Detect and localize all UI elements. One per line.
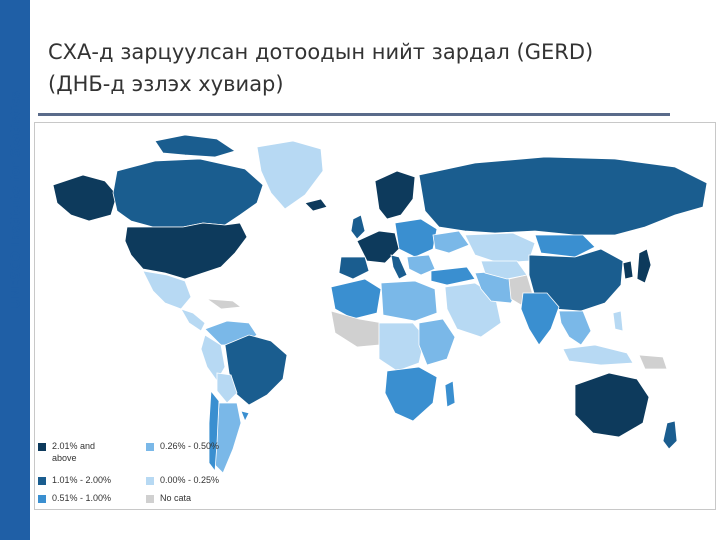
legend-item-tier3: 0.51% - 1.00%	[38, 492, 122, 504]
title-divider	[38, 113, 670, 116]
legend-item-tier2: 1.01% - 2.00%	[38, 474, 122, 486]
legend-swatch	[146, 477, 154, 485]
region-north-africa-east	[380, 280, 438, 322]
region-greenland	[256, 140, 324, 210]
region-australia	[574, 372, 650, 438]
page-title: СХА-д зарцуулсан дотоодын нийт зардал (G…	[48, 36, 698, 100]
region-uk	[350, 214, 366, 240]
world-map	[34, 122, 716, 510]
region-eastern-europe	[394, 218, 438, 258]
region-alaska	[52, 174, 118, 222]
region-usa	[124, 222, 248, 280]
region-japan	[636, 248, 652, 284]
legend-item-nodata: No cata	[146, 492, 230, 504]
title-line-1: СХА-д зарцуулсан дотоодын нийт зардал (G…	[48, 40, 594, 64]
region-india	[520, 292, 560, 346]
legend-item-tier5: 0.00% - 0.25%	[146, 474, 230, 486]
sidebar-source-label-wrap: UNESCO Institute for Statistics	[0, 0, 30, 540]
sidebar-source-label: UNESCO Institute for Statistics	[7, 91, 23, 309]
region-southern-africa	[384, 366, 438, 422]
region-uruguay	[240, 410, 250, 422]
legend-swatch	[146, 495, 154, 503]
region-korea	[622, 260, 634, 280]
legend-label: 2.01% and above	[52, 441, 96, 463]
region-mongolia	[534, 234, 596, 258]
region-italy	[390, 254, 408, 280]
title-line-2: (ДНБ-д эзлэх хувиар)	[48, 72, 284, 96]
legend-swatch	[38, 495, 46, 503]
world-map-svg	[52, 134, 708, 474]
region-north-africa-west	[330, 278, 382, 320]
region-canada-islands	[154, 134, 236, 158]
region-new-zealand	[662, 420, 678, 450]
legend-label: 1.01% - 2.00%	[52, 475, 112, 485]
map-legend: 2.01% and above 1.01% - 2.00% 0.51% - 1.…	[38, 440, 298, 506]
region-east-africa	[418, 318, 456, 366]
region-scandinavia	[374, 170, 416, 220]
region-ukraine	[432, 230, 470, 254]
region-mexico	[142, 270, 192, 310]
region-kazakhstan	[464, 232, 536, 264]
legend-item-tier4: 0.26% - 0.50%	[146, 440, 230, 452]
region-turkey	[430, 266, 476, 286]
region-balkans	[406, 254, 436, 276]
region-central-america	[180, 308, 206, 332]
region-bolivia-paraguay	[216, 372, 238, 404]
region-papua	[638, 354, 668, 370]
legend-label: No cata	[160, 493, 192, 503]
region-iceland	[304, 198, 328, 212]
region-china	[528, 248, 624, 312]
legend-swatch	[38, 477, 46, 485]
region-indonesia	[562, 344, 634, 366]
region-russia	[418, 156, 708, 236]
region-canada	[112, 158, 264, 228]
sidebar	[0, 0, 30, 540]
region-chile	[208, 389, 220, 473]
region-philippines	[612, 310, 624, 332]
region-iberia	[338, 256, 370, 280]
legend-item-tier1: 2.01% and above	[38, 440, 122, 464]
region-central-africa	[378, 322, 426, 372]
region-madagascar	[444, 380, 456, 408]
legend-swatch	[38, 443, 46, 451]
legend-label: 0.00% - 0.25%	[160, 475, 220, 485]
legend-swatch	[146, 443, 154, 451]
legend-label: 0.51% - 1.00%	[52, 493, 112, 503]
legend-label: 0.26% - 0.50%	[160, 441, 220, 451]
region-southeast-asia	[558, 310, 592, 346]
region-caribbean	[205, 298, 243, 310]
